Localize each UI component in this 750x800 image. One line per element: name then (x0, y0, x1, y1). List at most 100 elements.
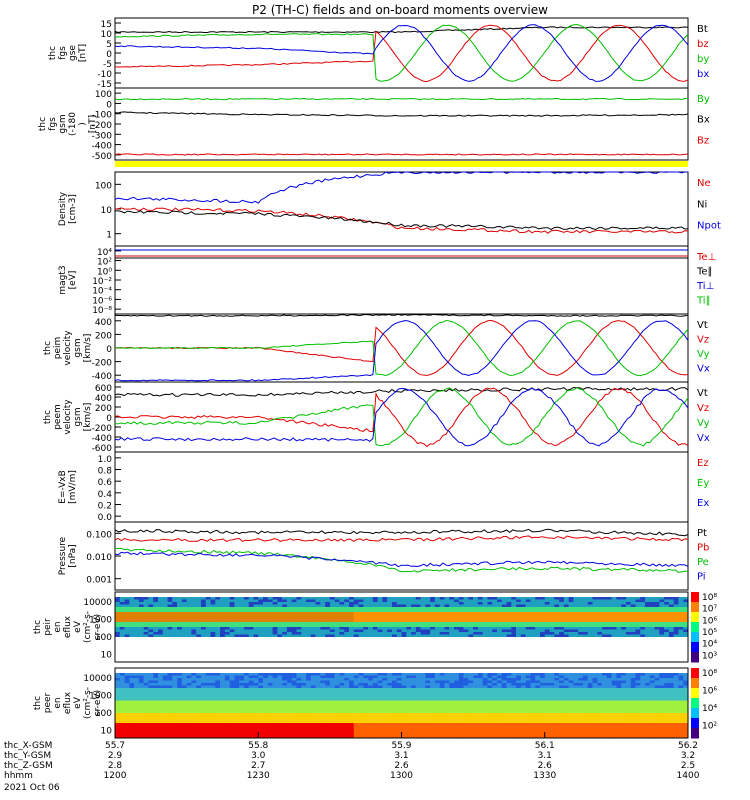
ytick-label-efield-2: 0.6 (98, 478, 113, 488)
spec-cell-peer (506, 683, 512, 686)
spec-cell-peir (186, 614, 192, 618)
spec-cell-peir (306, 597, 312, 600)
spec-cell-peir (143, 629, 149, 633)
spec-cell-peir (415, 609, 421, 613)
spec-cell-peer (611, 683, 617, 686)
spec-cell-peir (611, 609, 617, 613)
spec-cell-peer (511, 675, 517, 679)
spec-cell-peir (325, 632, 331, 635)
spec-cell-peir (430, 617, 436, 620)
spec-cell-peer (253, 673, 259, 676)
spec-cell-peir (592, 602, 598, 605)
spec-cell-peir (348, 634, 355, 638)
spec-cell-peer (358, 678, 364, 681)
spec-cell-peir (659, 594, 665, 598)
spec-cell-peir (310, 592, 316, 595)
spec-cell-peir (430, 602, 436, 605)
spec-cell-peer (391, 670, 398, 674)
spec-cell-peer (396, 683, 402, 686)
spec-cell-peir (668, 659, 674, 663)
spec-cell-peer (215, 688, 221, 691)
spec-cell-peir (592, 592, 598, 595)
spec-cell-peir (454, 607, 460, 610)
spec-cell-peir (115, 642, 121, 645)
spec-cell-peir (497, 649, 503, 653)
spec-cell-peir (602, 592, 608, 595)
spec-cell-peir (138, 594, 144, 598)
legend-temp-Te∥: Te∥ (696, 267, 713, 278)
spec-cell-peer (582, 673, 589, 676)
spec-cell-peer (406, 668, 412, 671)
spec-cell-peer (329, 670, 335, 674)
spec-cell-peir (473, 599, 479, 603)
spec-cell-peer (153, 688, 159, 691)
spec-cell-peir (387, 602, 393, 605)
spec-cell-peir (306, 604, 312, 608)
spec-cell-peir (582, 634, 589, 638)
spec-cell-peir (411, 634, 417, 638)
spec-cell-peir (191, 627, 197, 630)
spec-cell-peir (411, 639, 417, 643)
spec-cell-peir (224, 649, 230, 653)
spec-cell-peir (167, 629, 173, 633)
spec-cell-peir (635, 627, 641, 630)
spec-cell-peir (301, 622, 307, 625)
spec-cell-peir (606, 624, 612, 628)
spec-cell-peir (554, 657, 560, 660)
spec-cell-peir (563, 647, 569, 650)
spec-cell-peir (291, 602, 297, 605)
spec-cell-peir (196, 612, 202, 615)
spec-cell-peir (611, 604, 617, 608)
spec-cell-peir (282, 632, 288, 635)
spec-cell-peir (415, 592, 421, 595)
spec-cell-peir (539, 639, 546, 643)
spec-cell-peir (411, 659, 417, 663)
spec-cell-peir (430, 654, 436, 658)
spec-cell-peer (630, 673, 636, 676)
spec-cell-peir (525, 627, 531, 630)
spec-cell-peir (664, 599, 670, 603)
spec-cell-peer (563, 683, 569, 686)
spec-cell-peer (582, 680, 589, 684)
legend-fgs_gsm-Bx: Bx (697, 115, 710, 126)
spec-cell-peir (454, 599, 460, 603)
ytick-label-temp-1: 10² (97, 258, 112, 268)
spec-cell-peir (506, 642, 512, 645)
spec-cell-peir (177, 657, 183, 660)
spec-cell-peir (119, 619, 125, 623)
spec-cell-peer (434, 695, 440, 699)
spec-cell-peer (578, 688, 584, 691)
spec-cell-peir (597, 627, 603, 630)
spec-cell-peir (372, 599, 378, 603)
spec-cell-peir (138, 597, 144, 600)
spec-cell-peir (568, 637, 574, 640)
spec-cell-peer (248, 678, 254, 681)
spec-cell-peir (649, 639, 655, 643)
spec-cell-peir (501, 599, 507, 603)
spec-cell-peer (659, 693, 665, 696)
spec-cell-peer (286, 680, 292, 684)
spec-cell-peir (539, 629, 546, 633)
spec-cell-peir (487, 629, 493, 633)
spec-cell-peer (301, 685, 307, 689)
spec-cell-peer (177, 695, 183, 699)
spec-cell-peir (344, 627, 350, 630)
spec-cell-peir (616, 642, 622, 645)
spec-cell-peir (411, 594, 417, 598)
spec-cell-peir (134, 637, 140, 640)
spec-cell-peer (153, 675, 159, 679)
spec-cell-peir (449, 622, 455, 625)
spec-cell-peer (291, 685, 297, 689)
spec-cell-peir (138, 659, 144, 663)
spec-cell-peir (344, 617, 350, 620)
spec-cell-peer (539, 668, 546, 671)
spec-cell-peir (234, 639, 240, 643)
spec-cell-peer (234, 668, 240, 671)
spec-cell-peer (353, 683, 359, 686)
spec-cell-peir (243, 602, 249, 605)
spec-cell-peir (630, 602, 636, 605)
spec-cell-peir (621, 604, 627, 608)
spec-cell-peer (334, 690, 340, 694)
panel-peem: 6004002000-200-400-600thcpeemvelocitygsm… (43, 381, 710, 454)
spec-cell-peer (525, 683, 531, 686)
